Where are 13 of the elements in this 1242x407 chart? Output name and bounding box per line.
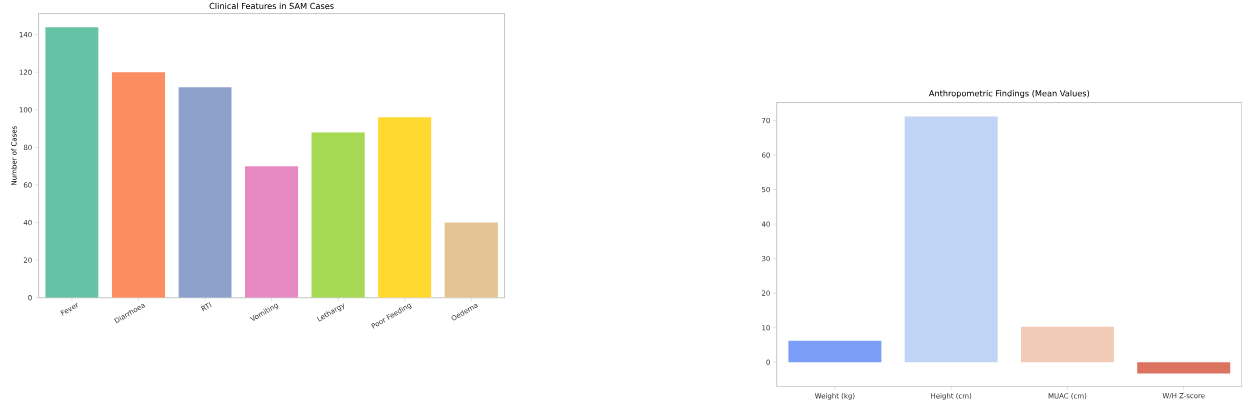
bar bbox=[244, 166, 299, 298]
bar bbox=[178, 87, 232, 298]
bar bbox=[378, 117, 432, 298]
chart-title: Anthropometric Findings (Mean Values) bbox=[928, 90, 1090, 99]
bar bbox=[111, 72, 166, 298]
bar bbox=[1020, 326, 1114, 363]
chart-title: Clinical Features in SAM Cases bbox=[209, 2, 334, 10]
bar bbox=[788, 340, 882, 363]
bar bbox=[1137, 362, 1231, 374]
bar bbox=[904, 116, 998, 363]
bar bbox=[45, 27, 99, 298]
bar bbox=[444, 222, 498, 298]
bar bbox=[311, 132, 365, 298]
